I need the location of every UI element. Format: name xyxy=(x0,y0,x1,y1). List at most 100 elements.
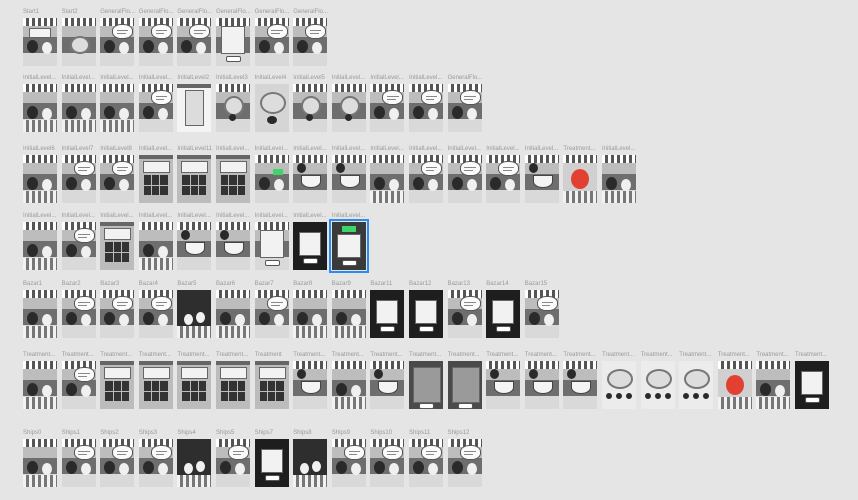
artboard-frame[interactable]: Ships3 xyxy=(138,430,173,487)
grid-cell[interactable] xyxy=(267,391,276,401)
artboard-label[interactable]: Ships7 xyxy=(254,430,273,436)
grid-cell[interactable] xyxy=(105,381,113,391)
artboard-frame[interactable]: Treatment... xyxy=(795,352,829,409)
artboard-frame[interactable]: InitialLevel... xyxy=(138,213,173,270)
artboard-label[interactable]: Treatment... xyxy=(447,352,480,358)
artboard-label[interactable]: Treatment... xyxy=(409,352,442,358)
artboard-label[interactable]: InitialLevel7 xyxy=(61,146,94,152)
artboard-frame[interactable]: Ships4 xyxy=(177,430,212,487)
artboard-frame[interactable]: Treatment... xyxy=(640,352,675,409)
artboard-label[interactable]: InitialLevel8 xyxy=(100,146,132,152)
artboard-frame[interactable]: Treatment xyxy=(254,352,289,409)
artboard-label[interactable]: Start1 xyxy=(23,9,40,15)
artboard-frame[interactable]: Treatment... xyxy=(679,352,714,409)
artboard-label[interactable]: InitialLevel... xyxy=(409,146,443,152)
grid-cell[interactable] xyxy=(221,185,229,195)
artboard-frame[interactable]: GeneralFlo... xyxy=(138,9,173,66)
artboard-label[interactable]: Bazar2 xyxy=(61,281,81,287)
artboard-frame[interactable]: InitialLevel4 xyxy=(254,75,289,132)
artboard-label[interactable]: GeneralFlo... xyxy=(138,9,174,15)
artboard-frame[interactable]: InitialLevel... xyxy=(370,75,405,132)
artboard-frame[interactable]: InitialLevel... xyxy=(409,75,443,132)
artboard-frame[interactable]: InitialLevel... xyxy=(331,75,366,132)
artboard-label[interactable]: InitialLevel3 xyxy=(216,75,248,81)
artboard-label[interactable]: InitialLevel... xyxy=(100,213,134,219)
grid-cell[interactable] xyxy=(229,185,237,195)
grid-cell[interactable] xyxy=(221,175,229,185)
artboard-label[interactable]: Bazar9 xyxy=(331,281,351,287)
artboard-frame[interactable]: Treatment... xyxy=(524,352,559,409)
artboard-frame[interactable]: Treatment... xyxy=(100,352,135,409)
artboard-label[interactable]: InitialLevel... xyxy=(409,75,443,81)
grid-cell[interactable] xyxy=(113,381,121,391)
artboard-label[interactable]: Treatment... xyxy=(370,352,403,358)
artboard-frame[interactable]: InitialLevel2 xyxy=(177,75,212,132)
grid-cell[interactable] xyxy=(182,185,190,195)
grid-cell[interactable] xyxy=(276,381,284,391)
artboard-frame[interactable]: Treatment... xyxy=(602,352,636,409)
artboard-frame[interactable]: Ships8 xyxy=(293,430,328,487)
artboard-frame[interactable]: InitialLevel8 xyxy=(100,146,135,203)
grid-cell[interactable] xyxy=(143,185,152,195)
artboard-label[interactable]: InitialLevel... xyxy=(216,213,250,219)
artboard-frame[interactable]: InitialLevel... xyxy=(447,146,482,203)
grid-cell[interactable] xyxy=(160,391,168,401)
grid-cell[interactable] xyxy=(121,391,130,401)
grid-cell[interactable] xyxy=(237,175,245,185)
grid-cell[interactable] xyxy=(237,391,245,401)
artboard-label[interactable]: Treatment... xyxy=(177,352,210,358)
artboard-label[interactable]: Ships0 xyxy=(23,430,42,436)
artboard-label[interactable]: GeneralFlo... xyxy=(177,9,213,15)
artboard-label[interactable]: InitialLevel... xyxy=(293,146,327,152)
artboard-label[interactable]: Ships2 xyxy=(100,430,119,436)
artboard-label[interactable]: GeneralFlo... xyxy=(216,9,251,15)
artboard-label[interactable]: InitialLevel... xyxy=(447,146,481,152)
artboard-label[interactable]: InitialLevel4 xyxy=(254,75,287,81)
artboard-label[interactable]: InitialLevel... xyxy=(23,75,57,81)
grid-cell[interactable] xyxy=(267,381,276,391)
grid-cell[interactable] xyxy=(199,391,207,401)
grid-cell[interactable] xyxy=(259,391,267,401)
artboard-frame[interactable]: InitialLevel6 xyxy=(23,146,57,203)
artboard-frame[interactable]: InitialLevel3 xyxy=(216,75,250,132)
artboard-label[interactable]: Bazar13 xyxy=(447,281,470,287)
artboard-frame[interactable]: Bazar14 xyxy=(486,281,521,338)
artboard-label[interactable]: Treatment... xyxy=(138,352,171,358)
artboard-frame[interactable]: InitialLevel7 xyxy=(61,146,96,203)
artboard-frame[interactable]: Start1 xyxy=(23,9,57,66)
artboard-label[interactable]: Treatment... xyxy=(23,352,56,358)
grid-cell[interactable] xyxy=(259,381,267,391)
grid-cell[interactable] xyxy=(113,242,121,252)
artboard-frame[interactable]: InitialLevel... xyxy=(254,213,289,270)
artboard-frame[interactable]: Bazar15 xyxy=(524,281,559,338)
artboard-label[interactable]: InitialLevel... xyxy=(486,146,520,152)
artboard-label[interactable]: Bazar1 xyxy=(23,281,43,287)
artboard-label[interactable]: Bazar5 xyxy=(177,281,197,287)
artboard-frame[interactable]: Bazar11 xyxy=(370,281,405,338)
artboard-label[interactable]: GeneralFlo... xyxy=(254,9,290,15)
artboard-frame[interactable]: Treatment... xyxy=(23,352,57,409)
artboard-frame[interactable]: Bazar6 xyxy=(216,281,250,338)
artboard-frame[interactable]: Treatment... xyxy=(563,146,598,203)
artboard-label[interactable]: Ships9 xyxy=(331,430,351,436)
artboard-label[interactable]: InitialLevel... xyxy=(100,75,134,81)
artboard-frame[interactable]: InitialLevel... xyxy=(61,213,96,270)
artboard-frame[interactable]: Ships7 xyxy=(254,430,289,487)
artboard-frame[interactable]: Treatment... xyxy=(138,352,173,409)
artboard-label[interactable]: InitialLevel... xyxy=(138,75,173,81)
artboard-frame[interactable]: Treatment... xyxy=(331,352,366,409)
grid-cell[interactable] xyxy=(190,381,199,391)
artboard-label[interactable]: InitialLevel... xyxy=(602,146,636,152)
artboard-frame[interactable]: Treatment... xyxy=(293,352,328,409)
artboard-label[interactable]: GeneralFlo... xyxy=(293,9,328,15)
artboard-label[interactable]: InitialLevel11 xyxy=(177,146,212,152)
grid-cell[interactable] xyxy=(182,175,190,185)
artboard-label[interactable]: InitialLevel... xyxy=(216,146,250,152)
artboard-frame[interactable]: InitialLevel... xyxy=(216,213,250,270)
artboard-frame[interactable]: Ships1 xyxy=(61,430,96,487)
grid-cell[interactable] xyxy=(105,391,113,401)
artboard-frame[interactable]: InitialLevel... xyxy=(331,146,366,203)
artboard-frame[interactable]: InitialLevel... xyxy=(177,213,212,270)
artboard-label[interactable]: Bazar12 xyxy=(409,281,432,287)
artboard-label[interactable]: Bazar11 xyxy=(370,281,393,287)
